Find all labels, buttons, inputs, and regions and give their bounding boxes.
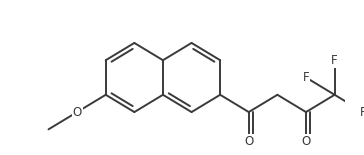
Text: F: F bbox=[303, 71, 309, 84]
Text: F: F bbox=[360, 106, 364, 119]
Text: F: F bbox=[331, 54, 338, 67]
Text: O: O bbox=[301, 135, 310, 148]
Text: O: O bbox=[72, 106, 82, 119]
Text: O: O bbox=[244, 135, 253, 148]
